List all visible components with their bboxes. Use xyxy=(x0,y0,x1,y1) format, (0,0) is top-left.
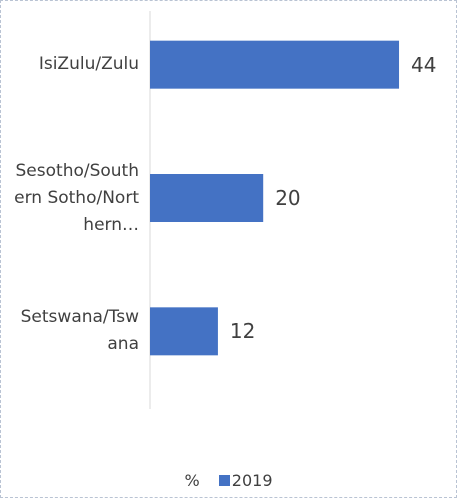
legend-title: % xyxy=(184,471,200,490)
y-tick-label: IsiZulu/Zulu xyxy=(38,54,139,75)
bar xyxy=(150,40,400,89)
y-tick-label: Setswana/Tswana xyxy=(20,307,139,355)
legend: % 2019 xyxy=(1,470,456,490)
bar xyxy=(150,174,264,222)
value-label: 20 xyxy=(275,186,301,210)
value-label: 12 xyxy=(229,319,256,344)
y-tick-label: Sesotho/Southern Sotho/Northern… xyxy=(14,160,139,235)
legend-label: 2019 xyxy=(231,471,273,490)
plot-area xyxy=(149,11,400,409)
legend-swatch xyxy=(218,475,230,486)
bar xyxy=(150,307,218,356)
value-label: 44 xyxy=(411,52,437,77)
